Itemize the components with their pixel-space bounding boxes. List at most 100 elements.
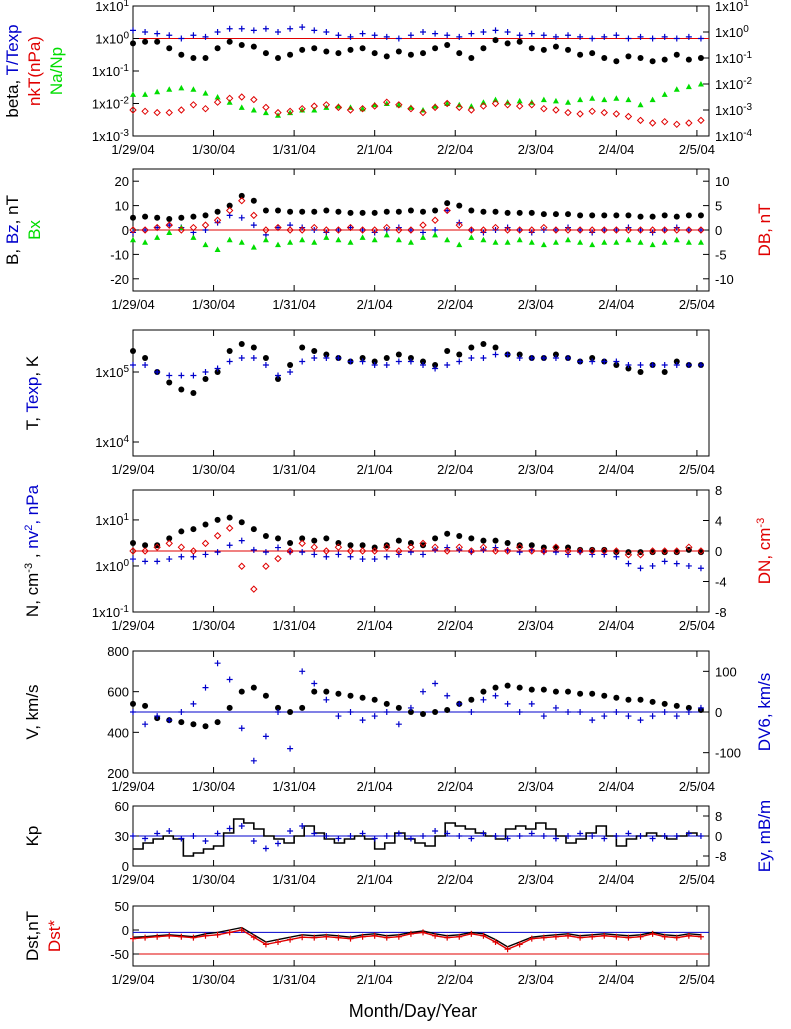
data-point-p3-blue-31	[504, 351, 511, 358]
data-point-p2-red-46	[685, 226, 693, 234]
data-point-p5-blue-29	[480, 696, 487, 703]
data-point-p2-green-10	[250, 244, 257, 250]
data-point-p4-red-15	[310, 543, 318, 551]
data-point-p6-blue-27	[456, 833, 463, 839]
data-point-p5-black-45	[673, 702, 680, 709]
data-point-p4-black-10	[250, 526, 257, 533]
data-point-p5-blue-35	[552, 704, 559, 711]
data-point-p2-black-18	[347, 209, 354, 216]
x-tick-label-p7-2: 1/31/04	[272, 972, 315, 987]
data-point-p3-blue-44	[661, 362, 668, 368]
data-point-p2-black-19	[359, 209, 366, 216]
data-point-p4-blue-45	[673, 560, 680, 567]
data-point-p4-red-32	[515, 543, 524, 551]
data-point-p3-black-40	[613, 362, 620, 368]
data-point-p3-black-42	[637, 369, 644, 375]
data-point-p1-blue-27	[456, 33, 463, 40]
data-point-p2-blue-47	[697, 227, 704, 233]
data-point-p6-blue-17	[335, 835, 342, 842]
data-point-p7-red-47	[697, 933, 704, 940]
data-point-p2-black-1	[142, 213, 149, 220]
data-point-p3-black-27	[456, 351, 463, 358]
data-point-p2-blue-17	[335, 227, 342, 233]
data-point-p1-blue-10	[250, 27, 257, 34]
data-point-p1-red-15	[310, 102, 318, 110]
x-tick-label-p5-2: 1/31/04	[272, 779, 315, 794]
data-point-p5-black-8	[226, 704, 233, 711]
data-point-p1-green-2	[154, 88, 161, 95]
data-point-p7-red-2	[154, 933, 161, 940]
x-tick-label-p1-4: 2/2/04	[437, 142, 473, 157]
data-point-p5-black-4	[178, 719, 185, 726]
x-tick-label-p1-3: 2/1/04	[357, 142, 393, 157]
data-point-p2-green-18	[347, 239, 354, 245]
data-point-p3-blue-47	[697, 362, 704, 368]
data-point-p7-red-19	[359, 933, 366, 940]
y2-tick-label-p6-1: 0	[715, 829, 722, 844]
data-point-p1-red-2	[153, 108, 161, 117]
data-point-p5-blue-42	[637, 717, 644, 724]
data-point-p1-red-45	[673, 120, 681, 129]
data-point-p1-red-26	[443, 99, 451, 108]
data-point-p5-blue-26	[444, 692, 451, 699]
data-point-p2-green-17	[335, 236, 342, 243]
data-point-p2-black-25	[432, 207, 439, 214]
data-point-p1-black-24	[420, 50, 427, 57]
y2-axis-label-p5: DV6, km/s	[755, 673, 774, 751]
data-point-p2-black-15	[311, 208, 318, 215]
data-point-p7-red-38	[589, 933, 596, 940]
data-point-p1-red-35	[552, 106, 560, 114]
data-point-p6-blue-10	[250, 838, 257, 844]
data-point-p1-green-23	[407, 104, 414, 110]
data-point-p4-red-4	[177, 543, 186, 551]
data-point-p5-black-34	[540, 686, 547, 693]
y-tick-label-p5-3: 200	[107, 766, 129, 781]
data-point-p1-blue-8	[226, 25, 233, 32]
data-point-p2-red-17	[334, 226, 343, 234]
y-tick-label-p3-1: 1x104	[95, 434, 129, 451]
data-point-p2-green-23	[407, 239, 414, 245]
data-point-p4-black-13	[287, 539, 294, 546]
data-point-p6-blue-33	[528, 830, 535, 837]
series-p2-black	[130, 192, 704, 223]
data-point-p4-black-28	[468, 535, 475, 542]
data-point-p2-black-42	[637, 213, 644, 220]
data-point-p4-blue-4	[178, 553, 185, 560]
data-point-p1-black-16	[323, 48, 330, 55]
data-point-p1-red-12	[274, 108, 282, 117]
data-point-p1-black-45	[673, 51, 680, 58]
data-point-p1-green-46	[685, 83, 692, 90]
series-line-p7-black	[132, 926, 701, 948]
data-point-p3-black-28	[468, 344, 475, 351]
data-point-p1-green-7	[214, 94, 221, 100]
data-point-p1-red-8	[225, 94, 234, 103]
x-tick-label-p7-4: 2/2/04	[437, 972, 473, 987]
data-point-p1-black-39	[601, 55, 608, 61]
data-point-p6-blue-29	[480, 830, 487, 837]
data-point-p1-blue-12	[275, 29, 282, 35]
x-tick-label-p1-2: 1/31/04	[272, 142, 315, 157]
data-point-p6-blue-5	[190, 833, 197, 839]
data-point-p1-black-15	[311, 45, 318, 52]
data-point-p5-blue-45	[673, 713, 680, 720]
y-tick-label-p2-1: 10	[115, 199, 129, 214]
data-point-p1-green-32	[516, 97, 523, 104]
data-point-p3-black-13	[287, 362, 294, 368]
y-tick-label-p4-0: 1x101	[95, 511, 129, 528]
data-point-p1-black-23	[407, 51, 414, 58]
data-point-p6-blue-25	[432, 828, 439, 834]
data-point-p4-black-33	[528, 542, 535, 549]
data-point-p2-red-26	[443, 206, 451, 215]
data-point-p4-black-40	[613, 549, 620, 556]
data-point-p5-black-18	[347, 692, 354, 699]
data-point-p2-green-15	[311, 239, 318, 245]
data-point-p4-red-39	[600, 547, 608, 555]
data-point-p1-green-4	[178, 84, 185, 91]
data-point-p5-black-7	[214, 719, 221, 726]
data-point-p2-red-8	[225, 206, 234, 215]
data-point-p7-red-46	[685, 932, 692, 939]
data-point-p2-green-5	[190, 234, 197, 240]
x-tick-label-p4-7: 2/5/04	[679, 618, 715, 633]
x-tick-label-p3-4: 2/2/04	[437, 462, 473, 477]
data-point-p2-green-14	[299, 236, 306, 243]
